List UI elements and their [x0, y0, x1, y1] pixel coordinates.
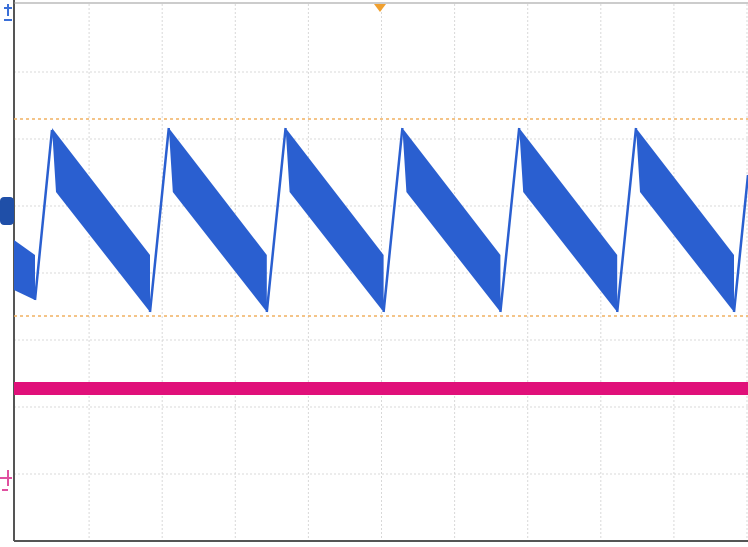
channel-1-scale-marker [4, 4, 12, 21]
trigger-marker [374, 4, 386, 12]
channel-1-marker [0, 197, 14, 225]
trace-band [285, 128, 384, 312]
trace-band [168, 128, 267, 312]
trace-band [636, 128, 734, 312]
trace-rise [382, 127, 404, 313]
trace-band [52, 128, 150, 312]
trace-band [402, 128, 501, 312]
trace-rise [33, 129, 54, 301]
trace-band [14, 240, 35, 300]
trace-rise [615, 127, 638, 313]
trace-rise [265, 127, 287, 313]
channel-4-trace [14, 382, 748, 395]
trace-rise [148, 127, 171, 313]
trace-rise [732, 174, 748, 313]
channel-4-marker [0, 470, 12, 491]
trace-band [519, 128, 618, 312]
trace-rise [499, 127, 521, 313]
channel-1-trace [14, 127, 748, 313]
